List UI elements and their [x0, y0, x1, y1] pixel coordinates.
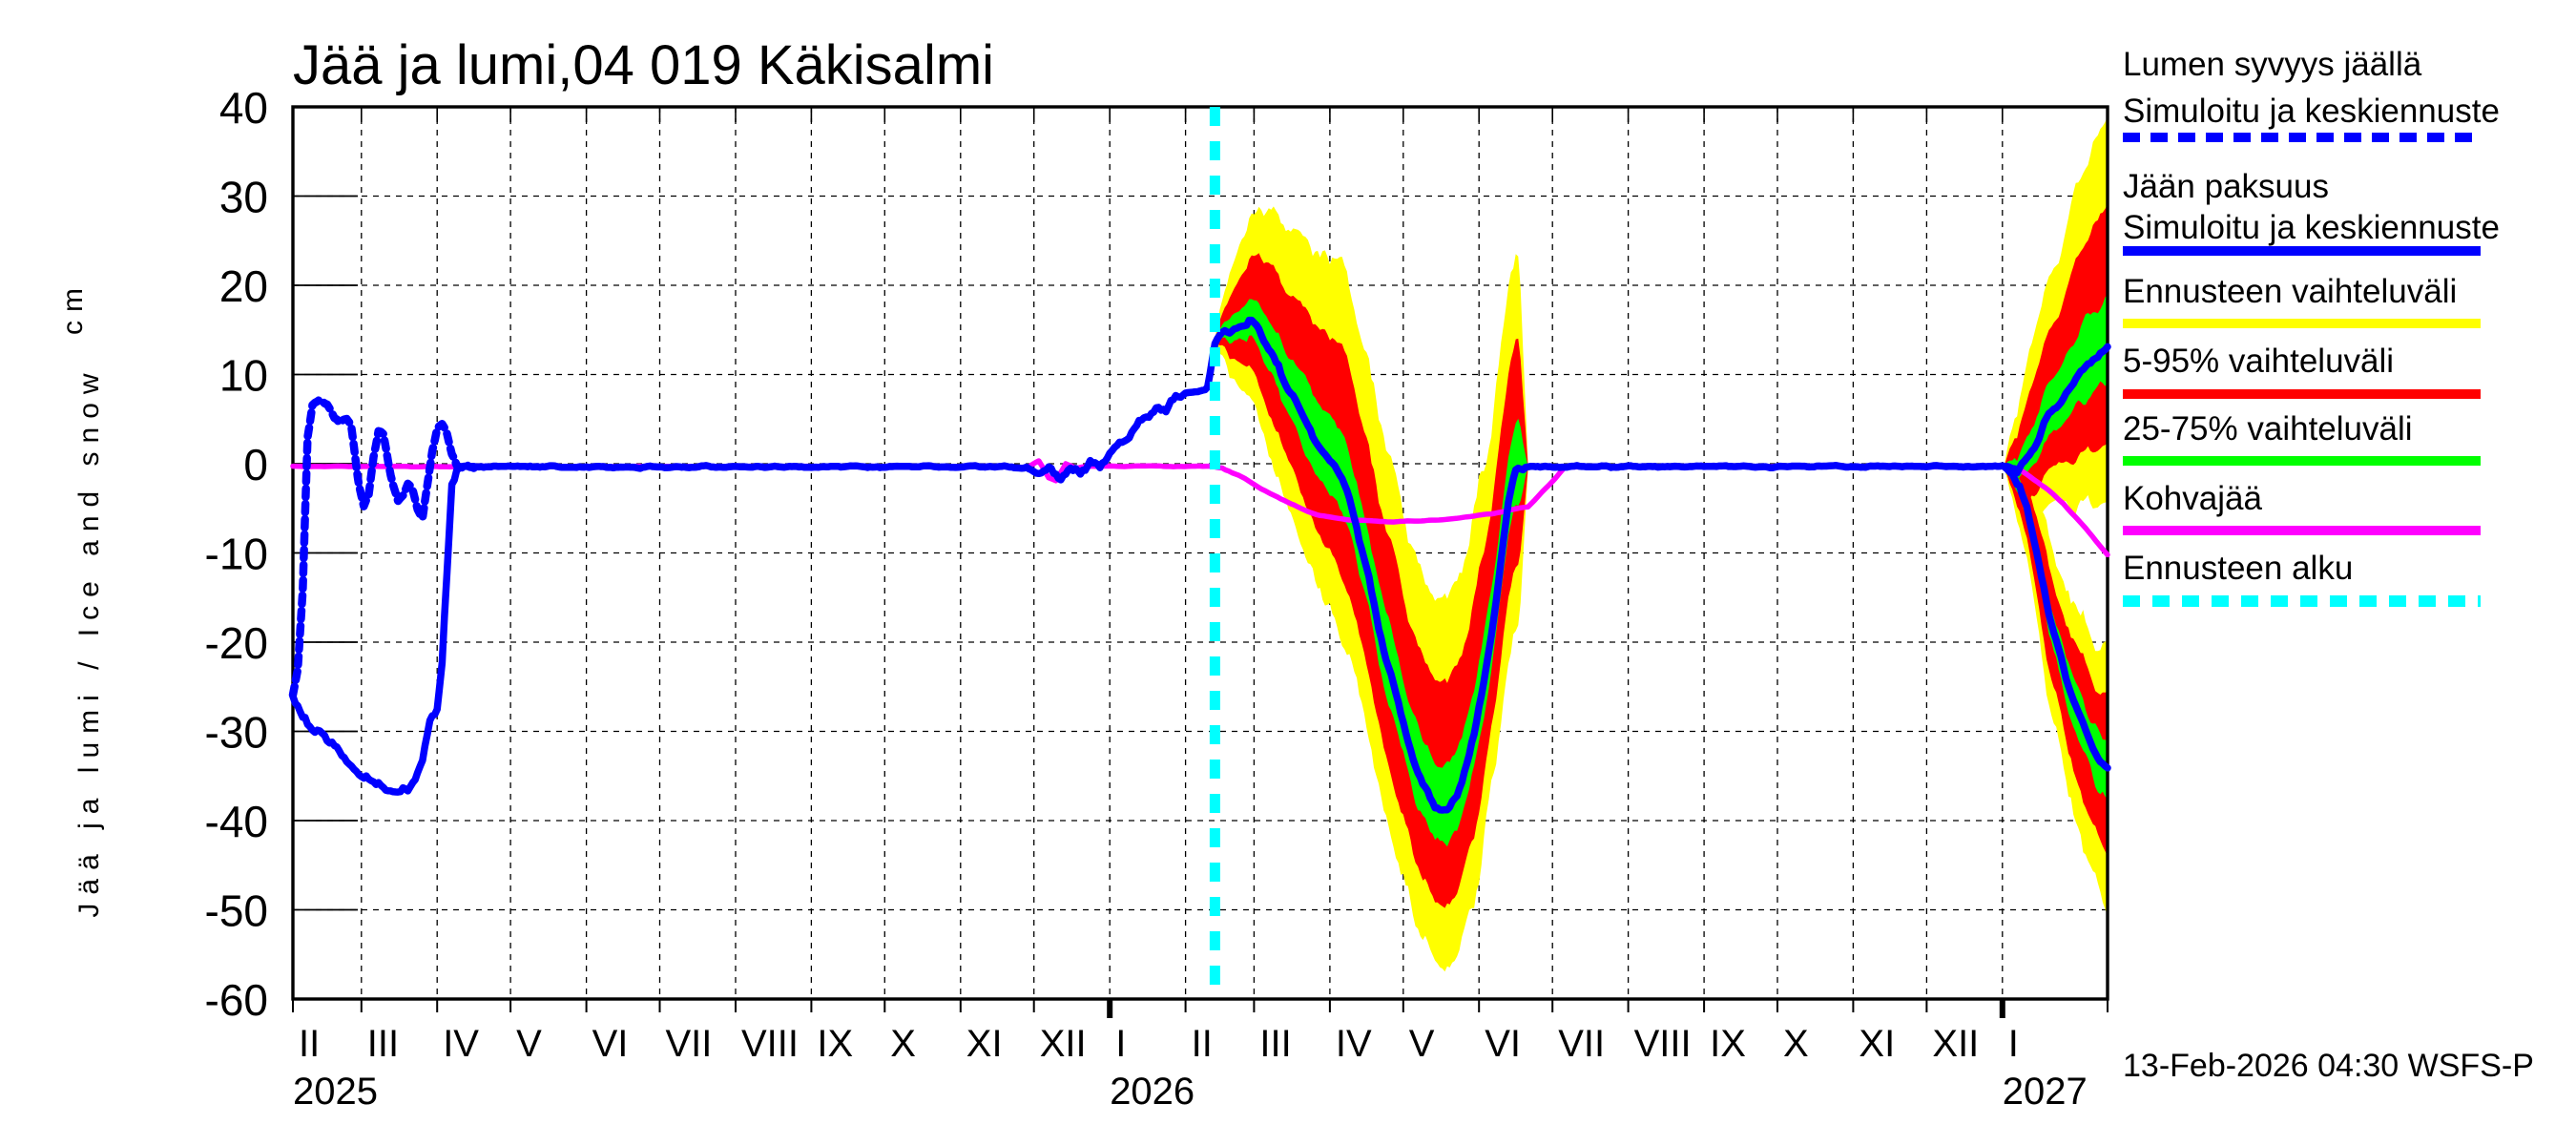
svg-text:XI: XI — [1859, 1023, 1895, 1065]
svg-text:VII: VII — [1558, 1023, 1605, 1065]
svg-text:40: 40 — [219, 83, 268, 133]
svg-text:10: 10 — [219, 351, 268, 401]
svg-text:-40: -40 — [205, 797, 268, 846]
svg-text:Lumen syvyys jäällä: Lumen syvyys jäällä — [2123, 46, 2422, 83]
svg-text:VI: VI — [592, 1023, 629, 1065]
svg-text:VII: VII — [666, 1023, 713, 1065]
svg-text:VIII: VIII — [741, 1023, 799, 1065]
svg-text:V: V — [516, 1023, 542, 1065]
svg-text:III: III — [1259, 1023, 1291, 1065]
svg-text:V: V — [1409, 1023, 1435, 1065]
svg-text:20: 20 — [219, 261, 268, 311]
svg-text:Jään paksuus: Jään paksuus — [2123, 168, 2329, 205]
svg-text:IX: IX — [817, 1023, 853, 1065]
svg-text:Simuloitu ja keskiennuste: Simuloitu ja keskiennuste — [2123, 209, 2500, 246]
svg-text:Jää ja lumi,04 019 Käkisalmi: Jää ja lumi,04 019 Käkisalmi — [293, 34, 994, 96]
svg-text:Kohvajää: Kohvajää — [2123, 480, 2262, 517]
svg-text:I: I — [1115, 1023, 1126, 1065]
svg-text:-50: -50 — [205, 886, 268, 936]
svg-text:5-95% vaihteluväli: 5-95% vaihteluväli — [2123, 343, 2394, 380]
svg-text:Simuloitu ja keskiennuste: Simuloitu ja keskiennuste — [2123, 93, 2500, 130]
svg-text:25-75% vaihteluväli: 25-75% vaihteluväli — [2123, 410, 2413, 448]
svg-text:-10: -10 — [205, 530, 268, 579]
svg-text:cm: cm — [57, 280, 89, 335]
svg-text:Ennusteen vaihteluväli: Ennusteen vaihteluväli — [2123, 273, 2457, 310]
svg-text:XII: XII — [1932, 1023, 1979, 1065]
svg-text:X: X — [890, 1023, 916, 1065]
svg-text:-60: -60 — [205, 975, 268, 1025]
svg-text:II: II — [1192, 1023, 1213, 1065]
svg-text:X: X — [1783, 1023, 1809, 1065]
svg-text:2027: 2027 — [2003, 1071, 2088, 1113]
svg-text:III: III — [367, 1023, 399, 1065]
svg-text:2026: 2026 — [1110, 1071, 1195, 1113]
svg-text:Jää ja lumi / Ice and snow: Jää ja lumi / Ice and snow — [73, 364, 105, 917]
svg-text:13-Feb-2026 04:30 WSFS-P: 13-Feb-2026 04:30 WSFS-P — [2123, 1048, 2534, 1084]
svg-text:0: 0 — [243, 440, 268, 489]
svg-text:30: 30 — [219, 173, 268, 222]
svg-text:-30: -30 — [205, 708, 268, 758]
svg-text:IV: IV — [443, 1023, 479, 1065]
svg-text:XII: XII — [1040, 1023, 1087, 1065]
svg-text:IX: IX — [1710, 1023, 1746, 1065]
svg-text:Ennusteen alku: Ennusteen alku — [2123, 550, 2353, 587]
svg-text:-20: -20 — [205, 618, 268, 668]
svg-text:VI: VI — [1485, 1023, 1521, 1065]
svg-text:I: I — [2008, 1023, 2019, 1065]
svg-text:II: II — [299, 1023, 320, 1065]
svg-text:2025: 2025 — [293, 1071, 378, 1113]
svg-text:IV: IV — [1336, 1023, 1372, 1065]
svg-text:XI: XI — [966, 1023, 1003, 1065]
svg-text:VIII: VIII — [1634, 1023, 1692, 1065]
